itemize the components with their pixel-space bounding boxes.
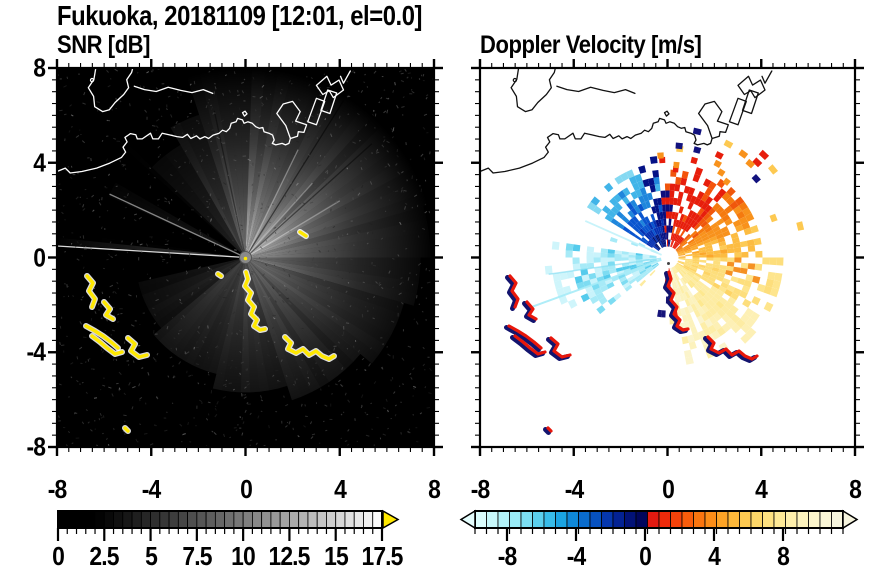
snr-colorbar [56,509,400,541]
snr-x-tick-label: -8 [47,474,67,504]
snr-y-tick-label: 8 [33,52,46,83]
snr-panel-title: SNR [dB] [57,31,151,59]
snr-x-tick-label: 4 [333,474,347,504]
snr-y-tick-label: 0 [33,242,46,272]
snr-axes [48,59,443,456]
velocity-colorbar-label: 0 [639,541,652,570]
snr-y-tick-label: -8 [26,431,46,462]
snr-colorbar-label: 12.5 [268,541,311,570]
velocity-x-tick-label: -8 [470,474,490,504]
velocity-colorbar-label: -4 [566,541,586,570]
snr-x-tick-label: -4 [141,474,161,504]
snr-x-tick-label: 0 [239,474,253,504]
velocity-x-tick-label: 0 [661,474,675,504]
velocity-x-tick-label: 4 [755,474,768,504]
velocity-colorbar-label: -8 [497,541,517,570]
snr-panel-image [57,68,434,447]
snr-colorbar-label: 5 [144,541,158,570]
velocity-panel-image [480,68,855,447]
velocity-colorbar-label: 8 [777,541,790,570]
snr-colorbar-label: 0 [52,541,65,570]
snr-colorbar-label: 10 [231,541,256,570]
snr-y-tick-label: 4 [33,147,46,178]
snr-colorbar-label: 15 [323,541,349,570]
velocity-colorbar [459,509,859,541]
velocity-colorbar-label: 4 [708,541,721,570]
snr-y-tick-label: -4 [26,336,46,367]
snr-colorbar-label: 2.5 [89,541,120,570]
velocity-x-tick-label: 8 [849,474,862,504]
velocity-axes [471,59,864,456]
snr-x-tick-label: 8 [428,474,441,504]
figure-title: Fukuoka, 20181109 [12:01, el=0.0] [57,0,423,31]
velocity-x-tick-label: -4 [564,474,584,504]
snr-colorbar-label: 7.5 [182,541,212,570]
snr-colorbar-label: 17.5 [361,541,403,570]
velocity-panel-title: Doppler Velocity [m/s] [480,31,702,59]
